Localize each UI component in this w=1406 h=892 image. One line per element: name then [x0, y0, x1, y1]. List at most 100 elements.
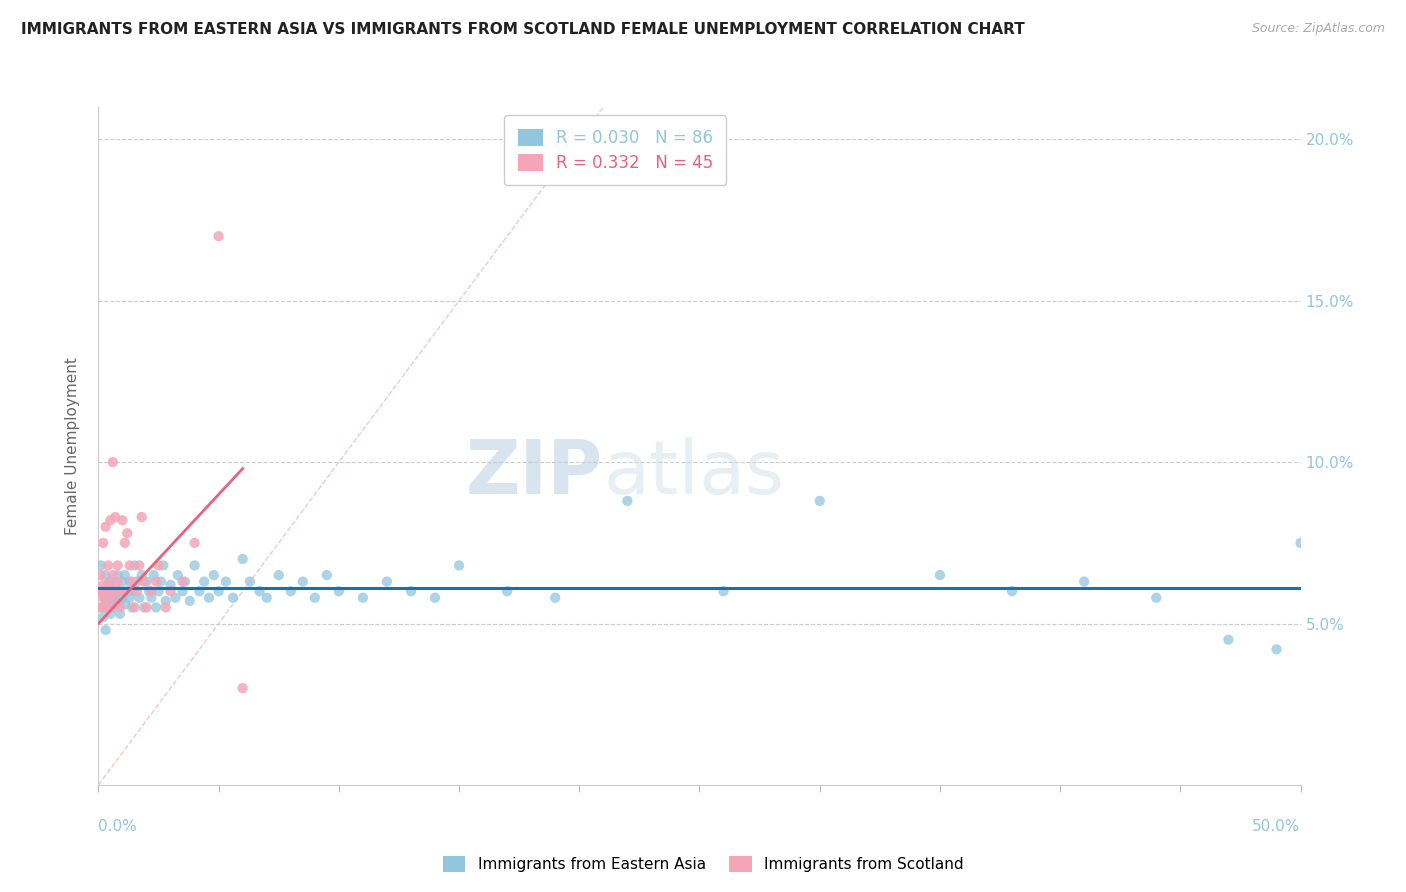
Point [94, 591, 117, 605]
Point [152, 558, 174, 573]
Point [447, 558, 470, 573]
Point [124, 558, 146, 573]
Text: 0.0%: 0.0% [98, 819, 138, 834]
Point [107, 568, 129, 582]
Point [928, 568, 950, 582]
Point [1073, 574, 1095, 589]
Point [114, 597, 136, 611]
Point [155, 594, 177, 608]
Point [291, 574, 314, 589]
Point [101, 584, 124, 599]
Point [135, 600, 157, 615]
Text: atlas: atlas [603, 436, 785, 509]
Point [94, 600, 117, 615]
Point [165, 591, 187, 605]
Point [94, 584, 117, 599]
Point [215, 574, 238, 589]
Point [141, 584, 163, 599]
Point [222, 591, 245, 605]
Point [101, 594, 124, 608]
Point [128, 558, 150, 573]
Point [128, 591, 150, 605]
Point [141, 591, 163, 605]
Point [280, 584, 302, 599]
Point [1218, 632, 1240, 647]
Point [239, 574, 262, 589]
Point [91, 578, 114, 592]
Point [104, 578, 127, 592]
Point [117, 526, 139, 541]
Point [352, 591, 374, 605]
Point [544, 591, 567, 605]
Point [375, 574, 398, 589]
Point [117, 584, 139, 599]
Point [104, 510, 127, 524]
Point [97, 558, 120, 573]
Point [91, 591, 114, 605]
Point [148, 584, 170, 599]
Point [111, 591, 134, 605]
Point [188, 584, 211, 599]
Point [104, 591, 127, 605]
Point [172, 584, 194, 599]
Point [124, 600, 146, 615]
Point [198, 591, 221, 605]
Y-axis label: Female Unemployment: Female Unemployment [65, 357, 80, 535]
Point [101, 455, 124, 469]
Point [108, 600, 131, 615]
Point [97, 584, 120, 599]
Point [131, 568, 153, 582]
Point [249, 584, 271, 599]
Point [1001, 584, 1024, 599]
Point [94, 568, 117, 582]
Point [159, 584, 181, 599]
Point [159, 578, 181, 592]
Point [423, 591, 446, 605]
Point [111, 513, 134, 527]
Point [208, 229, 231, 244]
Point [183, 536, 205, 550]
Point [90, 558, 112, 573]
Point [808, 494, 831, 508]
Legend: Immigrants from Eastern Asia, Immigrants from Scotland: Immigrants from Eastern Asia, Immigrants… [434, 848, 972, 880]
Point [121, 574, 143, 589]
Point [94, 519, 117, 533]
Point [149, 574, 172, 589]
Text: Source: ZipAtlas.com: Source: ZipAtlas.com [1251, 22, 1385, 36]
Point [90, 568, 112, 582]
Point [90, 600, 112, 615]
Point [100, 607, 122, 621]
Point [142, 568, 165, 582]
Point [1144, 591, 1167, 605]
Point [202, 568, 225, 582]
Point [148, 558, 170, 573]
Point [97, 578, 120, 592]
Point [145, 600, 167, 615]
Point [138, 584, 160, 599]
Point [713, 584, 735, 599]
Point [118, 574, 141, 589]
Text: ZIP: ZIP [465, 436, 603, 509]
Point [193, 574, 215, 589]
Point [118, 591, 141, 605]
Point [101, 600, 124, 615]
Point [172, 574, 194, 589]
Point [616, 494, 638, 508]
Legend: R = 0.030   N = 86, R = 0.332   N = 45: R = 0.030 N = 86, R = 0.332 N = 45 [505, 115, 727, 185]
Point [125, 574, 148, 589]
Point [208, 584, 231, 599]
Point [111, 574, 134, 589]
Point [91, 536, 114, 550]
Point [91, 600, 114, 615]
Point [399, 584, 422, 599]
Point [107, 574, 129, 589]
Point [131, 510, 153, 524]
Point [496, 584, 519, 599]
Point [97, 584, 120, 599]
Point [174, 574, 197, 589]
Point [90, 584, 112, 599]
Point [232, 681, 254, 695]
Point [179, 594, 201, 608]
Point [121, 600, 143, 615]
Point [124, 584, 146, 599]
